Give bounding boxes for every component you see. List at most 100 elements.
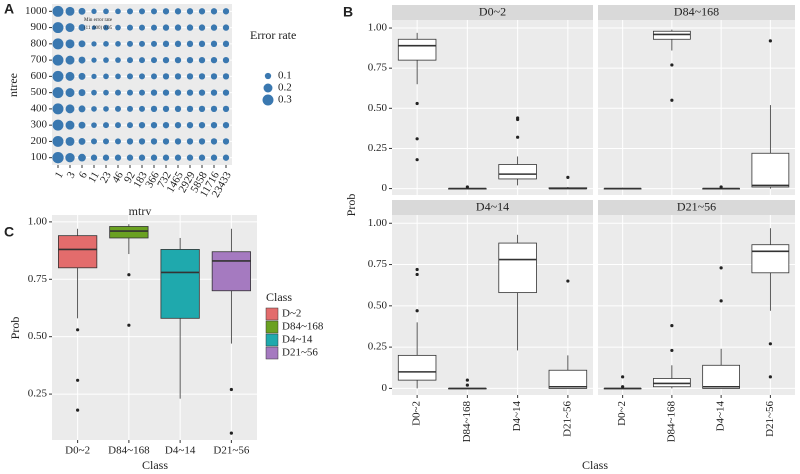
box <box>498 164 537 180</box>
y-tick-label: 0.25 <box>28 388 48 400</box>
x-tick-label: D0~2 <box>411 401 423 426</box>
strip <box>598 200 795 215</box>
bubble <box>222 105 230 113</box>
outlier <box>415 158 419 162</box>
bubble <box>174 105 182 113</box>
bubble <box>103 24 109 31</box>
legend-marker <box>262 94 274 106</box>
bubble <box>186 89 194 96</box>
strip <box>598 5 795 20</box>
outlier <box>768 375 772 379</box>
bubble <box>222 24 230 31</box>
bubble <box>198 8 206 15</box>
box <box>548 369 588 389</box>
box <box>397 38 437 61</box>
bubble <box>91 73 97 80</box>
bubble <box>138 121 146 129</box>
y-tick-label: 0 <box>382 182 388 194</box>
bubble <box>52 38 64 50</box>
x-axis-label: Class <box>142 458 168 472</box>
bubble <box>198 121 206 129</box>
bubble <box>65 152 75 163</box>
y-tick-label: 0.75 <box>28 273 48 285</box>
outlier <box>566 279 570 283</box>
bubble <box>150 154 158 161</box>
bubble <box>90 154 98 161</box>
bubble <box>162 8 170 15</box>
legend-label: D84~168 <box>282 321 324 333</box>
bubble <box>138 154 146 161</box>
x-tick-label: D21~56 <box>213 445 249 457</box>
outlier <box>76 378 80 382</box>
strip <box>392 200 593 215</box>
y-tick-label: 0.50 <box>368 299 388 311</box>
bubble <box>52 119 64 131</box>
bubble <box>103 122 109 129</box>
bubble <box>103 41 109 47</box>
x-tick-label: D4~14 <box>715 401 727 432</box>
bubble <box>65 88 75 98</box>
legend-label: 0.2 <box>278 82 292 94</box>
y-axis-label: Prob <box>344 194 358 217</box>
legend-swatch <box>265 346 279 360</box>
bubble <box>198 40 206 48</box>
outlier <box>719 185 723 189</box>
outlier <box>670 324 674 328</box>
bubble <box>115 138 121 145</box>
outlier <box>465 185 469 189</box>
panel-label: C <box>4 224 14 240</box>
bubble <box>198 138 206 145</box>
y-axis-label: Prob <box>8 317 22 340</box>
legend-marker <box>264 72 272 80</box>
outlier <box>768 39 772 43</box>
bubble <box>186 73 194 80</box>
bubble <box>127 105 133 112</box>
outlier <box>415 137 419 141</box>
x-tick-label: D4~14 <box>165 445 196 457</box>
bubble <box>115 57 121 63</box>
bubble <box>222 40 230 48</box>
bubble <box>151 24 157 31</box>
bubble <box>162 89 170 96</box>
y-tick-label: 0.75 <box>368 62 388 74</box>
bubble <box>198 56 206 64</box>
bubble <box>78 40 86 48</box>
bubble <box>210 105 218 113</box>
x-tick-label: 1 <box>53 170 66 181</box>
y-tick-label: 100 <box>31 151 48 163</box>
bubble <box>78 153 86 162</box>
bubble <box>91 89 97 96</box>
y-tick-label: 0.25 <box>368 142 388 154</box>
bubble <box>52 135 64 147</box>
bubble <box>174 154 182 161</box>
bubble <box>198 154 206 161</box>
bubble <box>162 121 170 129</box>
bubble <box>186 56 194 64</box>
bubble <box>91 8 97 14</box>
bubble <box>91 41 97 47</box>
bubble <box>65 71 75 81</box>
bubble <box>174 40 182 48</box>
bubble <box>174 8 182 15</box>
y-tick-label: 0.50 <box>368 102 388 114</box>
bubble <box>65 6 75 16</box>
box <box>498 242 537 294</box>
x-tick-label: 6 <box>77 169 90 180</box>
y-tick-label: 1000 <box>25 5 48 17</box>
bubble <box>91 57 97 63</box>
bubble <box>127 89 133 96</box>
bubble <box>139 89 145 96</box>
bubble <box>91 138 97 145</box>
outlier <box>719 266 723 270</box>
y-tick-label: 800 <box>31 37 48 49</box>
outlier <box>415 309 419 313</box>
box <box>751 244 790 274</box>
bubble <box>139 105 145 112</box>
x-tick-label: D84~168 <box>108 445 150 457</box>
bubble <box>115 24 121 31</box>
bubble <box>186 24 194 31</box>
bubble <box>115 8 121 15</box>
x-tick-label: 11 <box>86 170 102 185</box>
legend-title: Error rate <box>250 28 296 42</box>
bubble <box>186 121 194 129</box>
